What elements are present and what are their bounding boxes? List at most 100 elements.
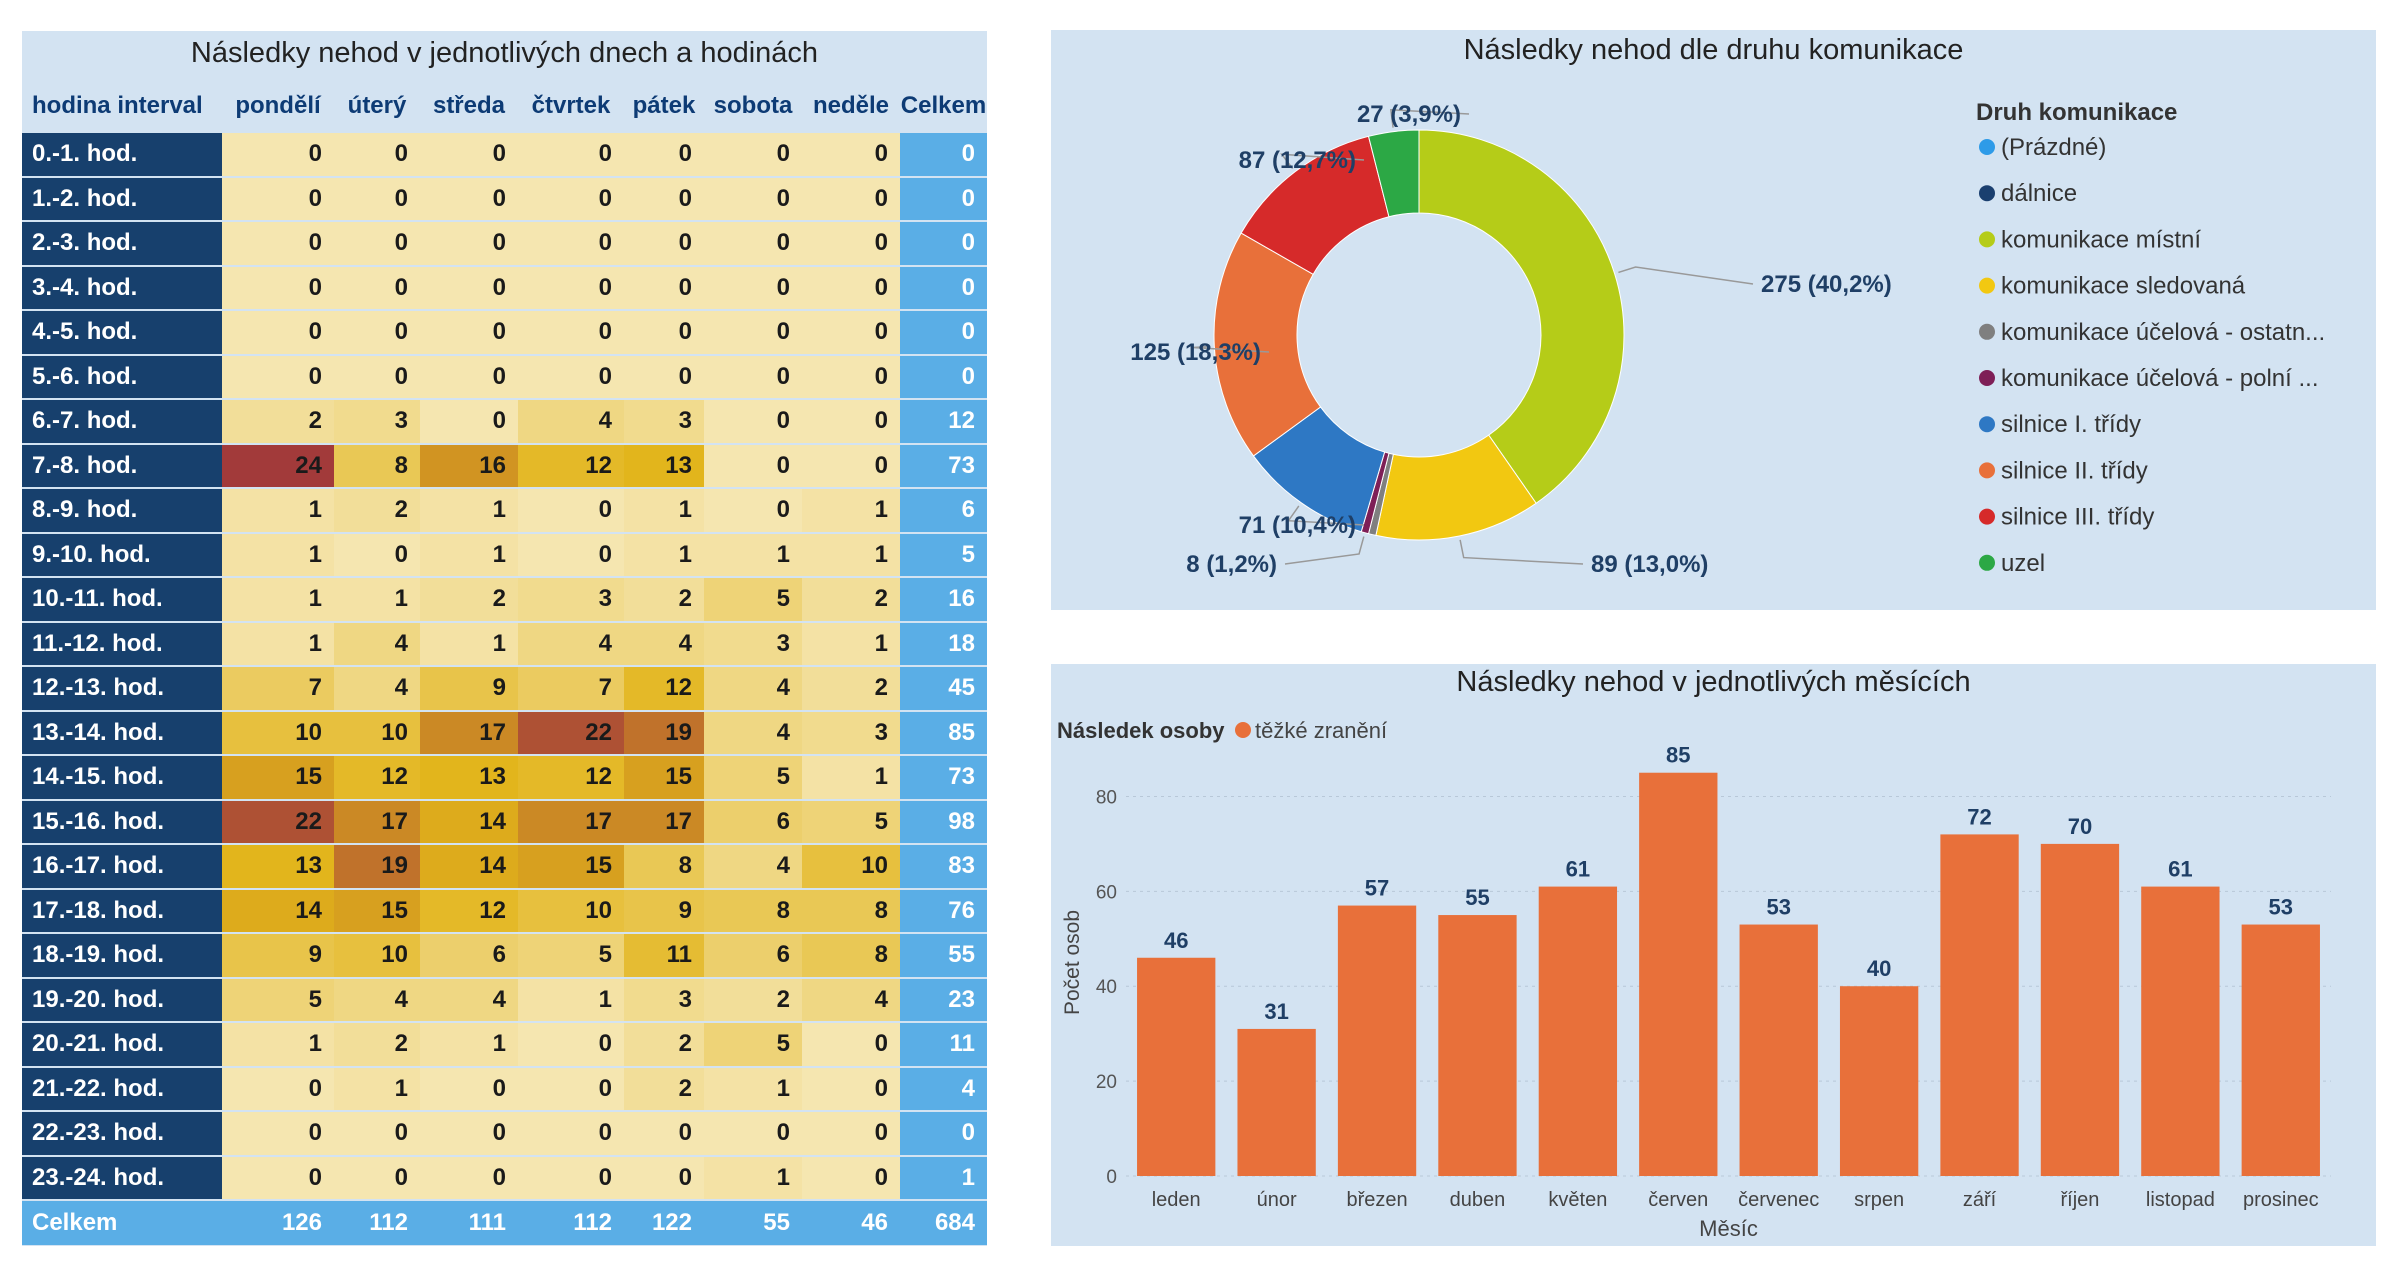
table-cell: 6	[420, 933, 518, 979]
table-cell: 14	[222, 888, 334, 934]
table-cell: 0	[624, 1111, 704, 1157]
table-cell: 0	[802, 354, 900, 400]
column-header[interactable]: pondělí	[235, 92, 321, 119]
bar-panel: Následky nehod v jednotlivých měsících N…	[1051, 664, 2376, 1246]
row-label: 12.-13. hod.	[22, 666, 222, 712]
row-label: 13.-14. hod.	[22, 710, 222, 756]
donut-data-label: 89 (13,0%)	[1591, 551, 1708, 578]
table-cell: 0	[518, 488, 624, 534]
table-cell: 0	[518, 1155, 624, 1201]
table-cell: 1	[704, 1066, 802, 1112]
x-tick-label: únor	[1257, 1189, 1297, 1211]
table-row: 6.-7. hod. 2 3 0 4 3 0 0 12	[22, 399, 987, 445]
row-label: 21.-22. hod.	[22, 1066, 222, 1112]
table-cell: 2	[802, 666, 900, 712]
column-header[interactable]: středa	[432, 92, 506, 119]
table-cell: 17	[518, 799, 624, 845]
table-cell: 3	[802, 710, 900, 756]
table-cell: 1	[420, 621, 518, 667]
table-cell: 126	[222, 1200, 334, 1245]
legend-marker	[1979, 277, 1995, 294]
table-cell: 5	[704, 1022, 802, 1068]
table-cell: 1	[334, 1066, 420, 1112]
donut-leader-line	[1287, 505, 1365, 526]
column-header[interactable]: úterý	[347, 92, 407, 119]
bar-legend-marker	[1235, 722, 1251, 738]
table-cell: 8	[802, 933, 900, 979]
row-label: 4.-5. hod.	[22, 310, 222, 356]
column-header[interactable]: neděle	[812, 92, 890, 119]
row-total: 98	[900, 799, 987, 845]
donut-data-label: 71 (10,4%)	[1239, 512, 1356, 539]
table-cell: 10	[334, 933, 420, 979]
table-cell: 6	[704, 933, 802, 979]
table-cell: 12	[334, 755, 420, 801]
table-cell: 0	[802, 399, 900, 445]
table-cell: 3	[704, 621, 802, 667]
x-tick-label: duben	[1450, 1189, 1506, 1211]
table-cell: 22	[222, 799, 334, 845]
table-cell: 22	[518, 710, 624, 756]
row-total: 73	[900, 443, 987, 489]
donut-data-label: 125 (18,3%)	[1130, 339, 1261, 366]
table-cell: 0	[802, 1022, 900, 1068]
column-header[interactable]: pátek	[632, 92, 696, 119]
table-cell: 0	[704, 1111, 802, 1157]
row-total: 0	[900, 221, 987, 267]
table-cell: 0	[334, 310, 420, 356]
table-cell: 2	[624, 1066, 704, 1112]
legend-marker	[1979, 462, 1995, 479]
table-cell: 4	[802, 977, 900, 1023]
table-row: 21.-22. hod. 0 1 0 0 2 1 0 4	[22, 1066, 987, 1112]
row-label: 7.-8. hod.	[22, 443, 222, 489]
table-row: 17.-18. hod. 14 15 12 10 9 8 8 76	[22, 888, 987, 934]
table-cell: 4	[518, 399, 624, 445]
x-tick-label: květen	[1548, 1189, 1607, 1211]
table-cell: 14	[420, 844, 518, 890]
table-cell: 9	[624, 888, 704, 934]
table-cell: 0	[420, 133, 518, 178]
table-cell: 2	[802, 577, 900, 623]
table-row: 11.-12. hod. 1 4 1 4 4 3 1 18	[22, 621, 987, 667]
table-cell: 0	[624, 1155, 704, 1201]
column-header[interactable]: čtvrtek	[531, 92, 611, 119]
y-tick-label: 20	[1096, 1072, 1117, 1093]
bar	[1438, 915, 1517, 1176]
table-cell: 4	[704, 844, 802, 890]
table-cell: 17	[420, 710, 518, 756]
bar	[1940, 834, 2019, 1176]
column-header[interactable]: hodina interval	[32, 92, 203, 119]
table-cell: 0	[518, 310, 624, 356]
table-cell: 15	[222, 755, 334, 801]
bar	[2241, 924, 2320, 1176]
table-row: 23.-24. hod. 0 0 0 0 0 1 0 1	[22, 1155, 987, 1201]
table-cell: 10	[334, 710, 420, 756]
row-total: 1	[900, 1155, 987, 1201]
table-cell: 0	[704, 310, 802, 356]
legend-item: komunikace účelová - polní ...	[2001, 365, 2319, 392]
table-cell: 0	[420, 265, 518, 311]
table-cell: 112	[334, 1200, 420, 1245]
table-row: 10.-11. hod. 1 1 2 3 2 5 2 16	[22, 577, 987, 623]
table-cell: 2	[334, 1022, 420, 1068]
table-cell: 0	[704, 133, 802, 178]
row-total: 5	[900, 532, 987, 578]
legend-marker	[1979, 370, 1995, 386]
heatmap-table: hodina interval pondělí úterý středa čtvrtek…	[22, 79, 987, 1245]
table-row: 16.-17. hod. 13 19 14 15 8 4 10 83	[22, 844, 987, 890]
row-total: 18	[900, 621, 987, 667]
row-label: 18.-19. hod.	[22, 933, 222, 979]
table-cell: 3	[518, 577, 624, 623]
legend-item: silnice I. třídy	[2001, 411, 2141, 438]
column-header[interactable]: Celkem	[900, 92, 987, 119]
row-label: 0.-1. hod.	[22, 133, 222, 178]
table-cell: 5	[704, 755, 802, 801]
bar-data-label: 57	[1365, 876, 1389, 901]
table-cell: 4	[334, 621, 420, 667]
table-cell: 0	[624, 354, 704, 400]
table-cell: 2	[624, 577, 704, 623]
column-header[interactable]: sobota	[713, 92, 793, 119]
table-cell: 0	[222, 1111, 334, 1157]
legend-marker	[1979, 185, 1995, 202]
x-axis-label: Měsíc	[1699, 1216, 1758, 1241]
